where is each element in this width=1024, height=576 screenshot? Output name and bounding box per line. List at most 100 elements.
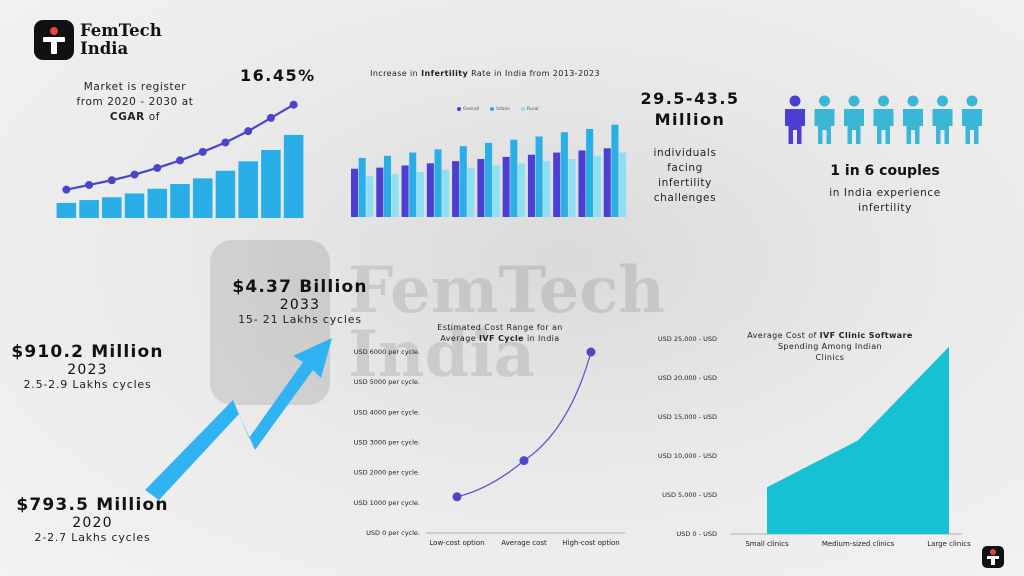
person-icon [844, 95, 864, 144]
market-label-line2: from 2020 - 2030 at [76, 96, 194, 108]
individuals-desc: individuals facing infertility challenge… [653, 147, 717, 204]
infertility-bar-overall [376, 167, 384, 217]
person-icon [962, 95, 982, 144]
software-ytick-label: USD 25,000 - USD [658, 335, 717, 343]
infertility-bar-rural [391, 174, 399, 217]
market-bar [238, 161, 258, 218]
ivf-ytick-label: USD 3000 per cycle. [354, 439, 420, 447]
infertility-bar-overall [502, 156, 510, 217]
infertility-bar-rural [593, 155, 601, 217]
infertility-legend: Overall Urban Rural [457, 96, 545, 115]
ivf-cost-chart: USD 0 per cycle. USD 1000 per cycle. USD 2… [354, 347, 625, 547]
ivf-ytick-label: USD 1000 per cycle. [354, 499, 420, 507]
infertility-bar-overall [527, 154, 535, 217]
software-ytick-label: USD 10,000 - USD [658, 452, 717, 460]
infertility-bar-urban [560, 132, 568, 217]
value-2020-block: $793.5 Million 2020 2-2.7 Lakhs cycles [10, 495, 175, 544]
ivf-xtick-label: Low-cost option [429, 539, 484, 547]
person-icon [932, 95, 953, 144]
market-bar [124, 193, 145, 218]
market-label-line1: Market is register [83, 81, 187, 93]
infertility-bar-urban [434, 149, 442, 217]
infertility-rate-chart [351, 124, 627, 217]
cycles-2023: 2.5-2.9 Lakhs cycles [23, 378, 152, 391]
infertility-bar-rural [619, 152, 627, 217]
cycles-2020: 2-2.7 Lakhs cycles [34, 531, 151, 544]
infertility-bar-rural [543, 161, 551, 217]
individuals-range: 29.5-43.5 [640, 89, 740, 108]
legend-overall: Overall [457, 107, 479, 112]
year-2023: 2023 [67, 362, 108, 378]
infertility-bar-overall [477, 159, 485, 217]
couples-desc: in India experience infertility [829, 187, 941, 214]
infertility-bar-urban [611, 124, 619, 217]
market-trend-point [244, 127, 253, 136]
market-trend-line [66, 103, 295, 191]
infertility-bar-urban [358, 157, 366, 217]
legend-urban: Urban [490, 107, 510, 112]
market-growth-chart [56, 100, 304, 218]
infertility-bar-rural [442, 169, 450, 217]
infertility-bar-overall [401, 165, 409, 217]
market-cagr-value: 16.45% [240, 66, 316, 85]
watermark-line2: India [348, 316, 535, 392]
software-ytick-label: USD 5,000 - USD [662, 491, 717, 499]
infertility-bar-overall [578, 150, 586, 217]
market-bar [147, 188, 168, 218]
software-ytick-label: USD 15,000 - USD [658, 413, 717, 421]
software-ytick-label: USD 0 - USD [677, 530, 717, 538]
logo-icon [34, 20, 74, 60]
ivf-ytick-label: USD 0 per cycle. [366, 529, 420, 537]
ivf-cost-point [519, 456, 529, 466]
software-xtick-label: Small clinics [745, 540, 789, 548]
software-chart-title: Average Cost of IVF Clinic Software Spen… [747, 331, 913, 362]
infertility-bar-overall [452, 161, 460, 217]
ivf-ytick-label: USD 4000 per cycle. [354, 408, 420, 416]
individuals-unit: Million [654, 110, 726, 129]
ivf-ytick-label: USD 6000 per cycle. [354, 348, 420, 356]
market-bar [170, 184, 190, 218]
infertility-bar-overall [603, 148, 611, 217]
market-bar [79, 200, 99, 218]
value-2033-block: $4.37 Billion 2033 15- 21 Lakhs cycles [220, 277, 380, 326]
infertility-bar-overall [426, 163, 434, 217]
infertility-bar-urban [510, 139, 518, 217]
infertility-bar-urban [383, 155, 391, 217]
infertility-chart-title: Increase in Infertility Rate in India fr… [370, 69, 600, 78]
value-2020: $793.5 Million [16, 495, 169, 515]
software-ytick-label: USD 20,000 - USD [658, 374, 717, 382]
software-cost-area [767, 346, 949, 534]
market-trend-point [130, 170, 139, 179]
corner-logo-icon [982, 546, 1004, 568]
market-bar [192, 178, 213, 218]
legend-rural: Rural [520, 107, 539, 112]
value-2023: $910.2 Million [11, 342, 164, 362]
software-xtick-label: Large clinics [927, 540, 971, 548]
market-trend-point [266, 113, 275, 122]
ivf-cost-line [456, 351, 592, 498]
brand-line2: India [80, 39, 129, 58]
infertility-bar-rural [492, 165, 500, 217]
ivf-chart-title: Estimated Cost Range for an Average IVF … [437, 323, 563, 343]
person-icon-highlight [785, 95, 805, 144]
ivf-xtick-label: Average cost [501, 539, 547, 547]
market-trend-point [62, 185, 71, 194]
market-label: Market is register from 2020 - 2030 at C… [50, 80, 220, 125]
cycles-2033: 15- 21 Lakhs cycles [238, 313, 362, 326]
value-2023-block: $910.2 Million 2023 2.5-2.9 Lakhs cycles [5, 342, 170, 391]
infertility-bar-overall [553, 152, 561, 217]
brand-line1: FemTech [80, 21, 162, 40]
couples-headline: 1 in 6 couples [830, 163, 940, 179]
infertility-bar-rural [366, 176, 374, 217]
market-trend-point [85, 180, 94, 189]
brand-logo: FemTech India [34, 20, 162, 60]
value-2033: $4.37 Billion [232, 277, 368, 297]
infertility-bar-urban [535, 136, 543, 217]
infertility-bar-urban [459, 146, 467, 217]
software-cost-chart: USD 0 - USD USD 5,000 - USD USD 10,000 - U… [658, 335, 971, 548]
infertility-bar-urban [586, 128, 594, 217]
market-bar [215, 170, 236, 218]
infertility-bar-urban [485, 142, 493, 217]
ivf-cost-point [586, 347, 596, 357]
market-trend-point [221, 138, 230, 147]
